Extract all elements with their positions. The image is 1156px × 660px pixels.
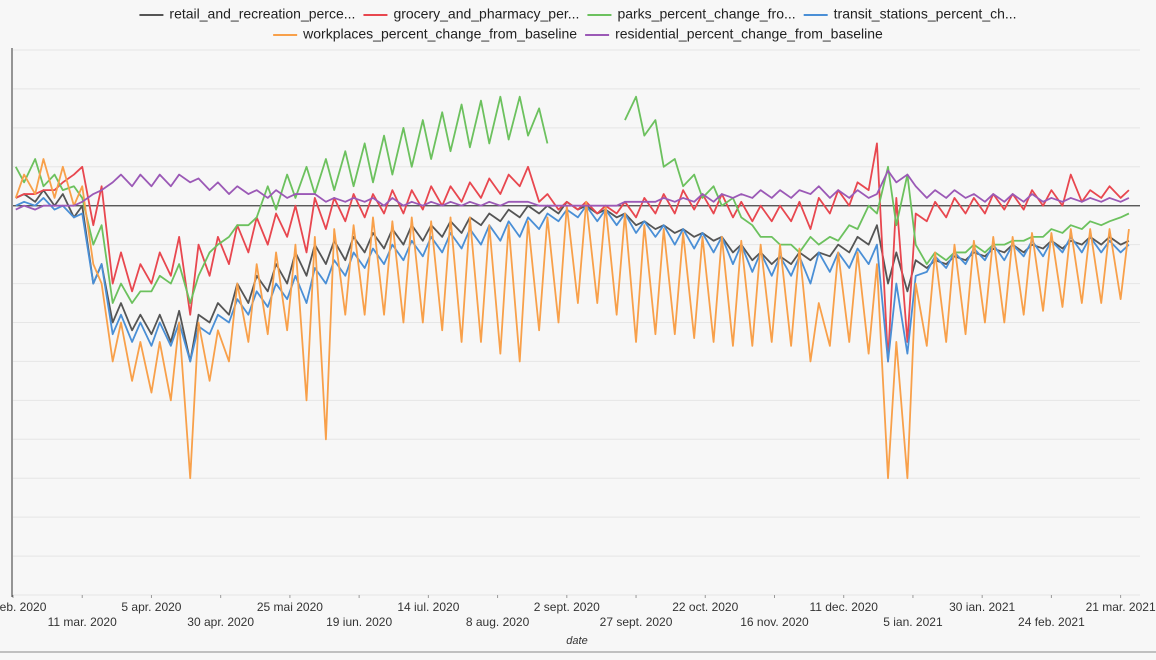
x-tick-label: 19 iun. 2020 [326,615,392,629]
series-line [624,95,1130,266]
x-tick-label: 16 nov. 2020 [740,615,809,629]
x-tick-label: 24 feb. 2021 [1018,615,1085,629]
x-tick-label: 5 apr. 2020 [121,600,181,614]
x-tick-label: 8 aug. 2020 [466,615,530,629]
legend-label: retail_and_recreation_perce... [169,6,355,22]
x-axis-title: date [566,635,587,647]
x-tick-label: 25 mai 2020 [257,600,323,614]
series-line [14,95,549,304]
x-tick-label: 21 mar. 2021 [1086,600,1156,614]
legend-label: grocery_and_pharmacy_per... [393,6,579,22]
legend-label: residential_percent_change_from_baseline [615,26,883,42]
legend-label: workplaces_percent_change_from_baseline [302,26,577,42]
x-tick-label: 5 ian. 2021 [883,615,943,629]
x-tick-label: 11 dec. 2020 [809,600,878,614]
x-tick-label: 2 sept. 2020 [534,600,600,614]
x-tick-label: 30 ian. 2021 [949,600,1015,614]
legend-label: transit_stations_percent_ch... [834,6,1017,22]
series-line [15,169,1130,211]
x-tick-label: 27 sept. 2020 [600,615,673,629]
legend: retail_and_recreation_perce... grocery_an… [139,6,1017,42]
grid [13,49,1140,596]
plot-lines [14,95,1130,480]
x-tick-label: 15 feb. 2020 [0,600,47,614]
x-tick-label: 14 iul. 2020 [397,600,459,614]
legend-label: parks_percent_change_fro... [617,6,795,22]
series-line [14,158,1130,480]
x-tick-label: 30 apr. 2020 [187,615,254,629]
x-tick-label: 22 oct. 2020 [672,600,738,614]
x-tick-label: 11 mar. 2020 [48,615,117,629]
